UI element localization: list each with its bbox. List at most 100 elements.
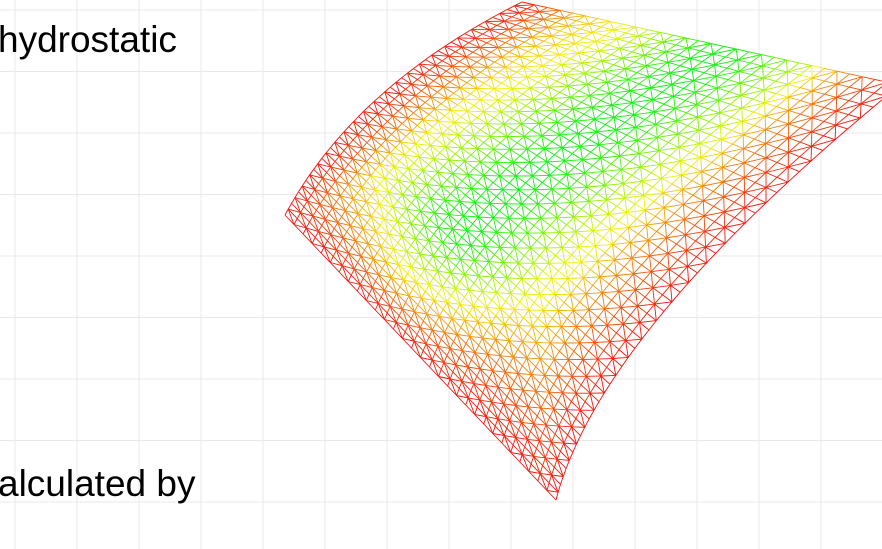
mesh-edge xyxy=(685,235,686,251)
mesh-edge xyxy=(457,99,464,104)
mesh-edge xyxy=(729,92,741,96)
mesh-edge xyxy=(592,317,598,326)
mesh-edge xyxy=(589,200,607,202)
mesh-edge xyxy=(636,127,647,132)
mesh-edge xyxy=(707,96,719,100)
mesh-edge xyxy=(549,256,556,264)
mesh-edge xyxy=(450,342,453,349)
mesh-edge xyxy=(348,140,353,145)
mesh-edge xyxy=(517,46,536,47)
mesh-edge xyxy=(614,308,621,317)
mesh-edge xyxy=(403,169,408,175)
mesh-edge xyxy=(562,104,573,109)
mesh-edge xyxy=(584,270,591,278)
mesh-edge xyxy=(599,200,607,208)
mesh-edge xyxy=(542,136,545,149)
mesh-edge xyxy=(766,158,777,163)
mesh-edge xyxy=(691,166,702,171)
mesh-edge xyxy=(453,62,460,67)
mesh-edge xyxy=(531,204,538,211)
mesh-edge xyxy=(687,251,688,267)
mesh-edge xyxy=(537,233,544,241)
mesh-edge xyxy=(650,159,661,164)
mesh-edge xyxy=(711,44,724,47)
mesh-edge xyxy=(659,151,670,156)
mesh-edge xyxy=(476,232,482,239)
mesh-edge xyxy=(623,58,635,62)
mesh-edge xyxy=(613,243,631,245)
mesh-edge xyxy=(410,144,416,150)
mesh-edge xyxy=(417,328,420,335)
mesh-edge xyxy=(656,124,667,129)
mesh-edge xyxy=(357,148,362,153)
mesh-edge xyxy=(523,382,527,390)
mesh-edge xyxy=(512,88,530,89)
mesh-edge xyxy=(418,298,422,305)
mesh-edge xyxy=(547,117,557,123)
mesh-edge xyxy=(502,278,507,285)
mesh-edge xyxy=(478,292,483,299)
mesh-edge xyxy=(513,406,516,414)
mesh-edge xyxy=(598,19,611,22)
mesh-edge xyxy=(443,303,447,310)
mesh-edge xyxy=(633,332,642,340)
mesh-edge xyxy=(650,256,660,263)
mesh-edge xyxy=(665,223,675,229)
mesh-edge xyxy=(622,243,630,252)
mesh-edge xyxy=(789,138,801,142)
mesh-edge xyxy=(535,183,542,190)
mesh-edge xyxy=(375,184,380,190)
mesh-edge xyxy=(659,263,669,270)
mesh-edge xyxy=(704,73,716,77)
mesh-edge xyxy=(497,293,511,294)
mesh-edge xyxy=(628,80,640,84)
mesh-edge xyxy=(469,203,475,210)
mesh-edge xyxy=(701,157,712,162)
mesh-edge xyxy=(628,348,635,357)
mesh-edge xyxy=(570,59,582,63)
mesh-edge xyxy=(579,195,589,202)
mesh-edge xyxy=(527,326,532,334)
mesh-edge xyxy=(475,196,481,203)
mesh-edge xyxy=(720,113,732,117)
mesh-edge xyxy=(380,198,385,204)
mesh-edge xyxy=(670,73,672,84)
mesh-edge xyxy=(671,170,682,175)
mesh-edge xyxy=(552,36,564,40)
mesh-edge xyxy=(667,238,668,254)
mesh-edge xyxy=(744,178,755,183)
mesh-edge xyxy=(732,144,743,149)
mesh-edge xyxy=(639,154,650,159)
mesh-edge xyxy=(715,65,716,76)
mesh-edge xyxy=(641,167,652,173)
mesh-edge xyxy=(578,134,588,140)
mesh-edge xyxy=(530,87,549,88)
mesh-edge xyxy=(536,110,554,111)
mesh-edge xyxy=(484,175,500,176)
page: hydrostatic alculated by (() => { const … xyxy=(0,0,882,549)
mesh-edge xyxy=(448,229,453,236)
mesh-edge xyxy=(414,157,419,163)
mesh-edge xyxy=(393,293,396,300)
mesh-edge xyxy=(605,184,624,186)
mesh-edge xyxy=(623,323,639,325)
mesh-edge xyxy=(507,271,512,279)
mesh-edge xyxy=(316,204,320,210)
mesh-edge xyxy=(478,322,491,323)
mesh-edge xyxy=(632,103,634,115)
mesh-edge xyxy=(512,226,518,233)
mesh-edge xyxy=(515,309,529,310)
mesh-edge xyxy=(835,125,836,140)
mesh-edge xyxy=(485,247,500,248)
mesh-edge xyxy=(555,109,574,110)
mesh-edge xyxy=(754,139,765,143)
mesh-edge xyxy=(620,48,623,58)
mesh-edge xyxy=(875,80,882,83)
mesh-edge xyxy=(429,234,434,241)
mesh-edge xyxy=(689,273,698,283)
mesh-edge xyxy=(485,240,491,247)
mesh-edge xyxy=(345,205,349,211)
mesh-edge xyxy=(672,184,682,190)
mesh-edge xyxy=(599,51,611,55)
mesh-edge xyxy=(636,281,644,290)
